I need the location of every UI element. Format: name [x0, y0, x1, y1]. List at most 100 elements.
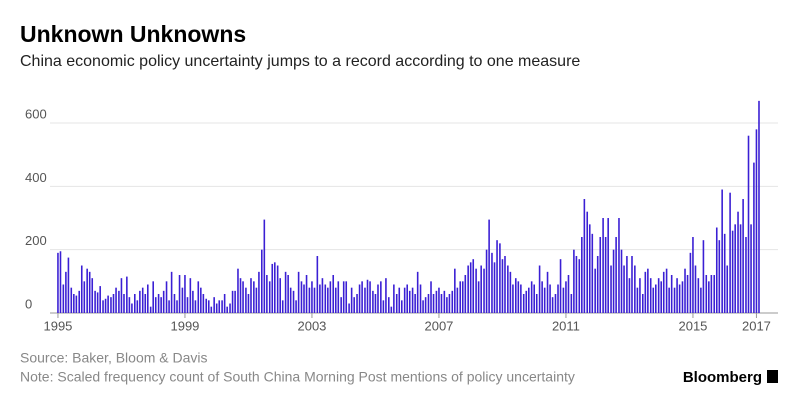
bar	[303, 284, 305, 313]
bar	[475, 268, 477, 313]
bar	[610, 265, 612, 313]
bar	[626, 256, 628, 313]
bar	[345, 281, 348, 313]
bar	[427, 294, 430, 313]
bar	[723, 233, 726, 313]
brand-icon	[767, 370, 778, 383]
bar	[340, 297, 342, 313]
bar	[567, 275, 570, 313]
bar	[602, 218, 604, 313]
bar	[136, 300, 139, 313]
bar	[586, 211, 589, 313]
bar	[644, 271, 647, 313]
bar	[718, 240, 721, 313]
bar	[504, 256, 506, 313]
bar	[634, 265, 636, 313]
bar	[115, 287, 117, 313]
bar	[295, 300, 297, 313]
bar	[358, 284, 361, 313]
bar	[374, 294, 377, 313]
bar	[401, 300, 403, 313]
bar	[443, 290, 446, 313]
bar	[715, 227, 718, 313]
bar	[353, 297, 355, 313]
bar	[596, 256, 599, 313]
bar	[78, 290, 81, 313]
bar	[615, 237, 617, 313]
bar	[612, 249, 615, 313]
bar	[263, 219, 266, 313]
bar	[665, 268, 668, 313]
bar	[99, 286, 101, 313]
x-tick-label: 1999	[170, 318, 199, 333]
bar	[154, 297, 157, 313]
bar	[520, 284, 522, 313]
bar	[530, 281, 533, 313]
bar	[327, 287, 329, 313]
bar	[647, 268, 649, 313]
bar	[149, 306, 152, 313]
bar	[662, 271, 665, 313]
bar	[594, 268, 596, 313]
bar	[493, 262, 496, 313]
bar	[162, 290, 165, 313]
bar	[731, 230, 734, 313]
bar	[255, 287, 258, 313]
bar	[655, 284, 657, 313]
bar	[250, 278, 252, 313]
bar	[551, 297, 554, 313]
bar	[565, 281, 567, 313]
bar	[430, 281, 432, 313]
bar	[168, 300, 170, 313]
bar	[499, 243, 501, 313]
bar	[88, 271, 91, 313]
bar	[578, 259, 581, 313]
bar	[133, 294, 136, 313]
bar	[107, 295, 109, 313]
bar	[165, 281, 168, 313]
y-tick-label: 600	[25, 106, 47, 121]
bar	[215, 303, 218, 313]
bar	[607, 218, 609, 313]
bar	[583, 199, 586, 313]
bar	[726, 265, 729, 313]
bar	[276, 265, 279, 313]
bar	[245, 287, 247, 313]
bar	[308, 287, 311, 313]
bar	[274, 262, 276, 313]
bar	[311, 281, 313, 313]
bar	[281, 300, 284, 313]
bar	[128, 297, 131, 313]
bar	[501, 259, 504, 313]
bar	[684, 268, 686, 313]
bar	[226, 306, 228, 313]
bar	[546, 271, 549, 313]
bar	[279, 278, 281, 313]
bar	[480, 265, 482, 313]
bar	[83, 281, 86, 313]
bar	[461, 281, 464, 313]
x-tick-label: 2015	[678, 318, 707, 333]
bar	[321, 278, 324, 313]
bar	[694, 265, 697, 313]
bar	[620, 249, 623, 313]
bar	[271, 263, 274, 313]
bar	[385, 278, 387, 313]
bar	[305, 275, 308, 313]
bar	[750, 224, 752, 313]
bar	[192, 290, 194, 313]
bar	[448, 294, 451, 313]
bar	[416, 271, 419, 313]
bar	[337, 281, 340, 313]
bar	[406, 284, 408, 313]
bar	[96, 292, 99, 313]
bar	[229, 303, 231, 313]
bar	[329, 281, 332, 313]
bar	[231, 290, 234, 313]
bar	[628, 278, 631, 313]
bar	[207, 300, 210, 313]
bar	[588, 224, 591, 313]
x-tick-label: 1995	[43, 318, 72, 333]
bar	[313, 287, 316, 313]
note: Note: Scaled frequency count of South Ch…	[20, 369, 575, 385]
